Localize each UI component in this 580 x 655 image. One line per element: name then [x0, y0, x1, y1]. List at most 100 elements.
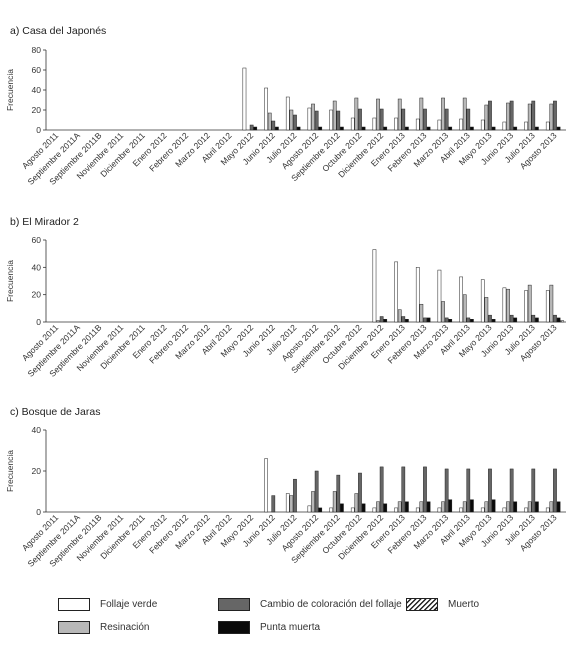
bar-punta-muerta — [535, 317, 539, 323]
bar-follaje-verde — [437, 507, 442, 513]
bar-cambio-coloracion — [444, 317, 449, 323]
bar-cambio-coloracion — [401, 466, 406, 513]
bar-resinacion — [462, 97, 467, 131]
bar-resinacion — [527, 501, 532, 513]
bar-follaje-verde — [329, 109, 333, 131]
bar-punta-muerta — [448, 499, 453, 513]
bar-cambio-coloracion — [509, 314, 514, 323]
bar-cambio-coloracion — [249, 124, 254, 131]
bar-resinacion — [354, 97, 359, 131]
bar-punta-muerta — [361, 503, 366, 513]
bar-follaje-verde — [545, 290, 550, 323]
bar-follaje-verde — [372, 249, 377, 323]
bar-follaje-verde — [437, 119, 442, 131]
y-axis-label: Frecuencia — [5, 260, 15, 302]
panel-title: c) Bosque de Jaras — [10, 406, 100, 418]
bar-punta-muerta — [513, 126, 518, 131]
bar-follaje-verde — [394, 261, 398, 323]
bar-follaje-verde — [502, 287, 507, 323]
legend-label: Cambio de coloración del follaje — [260, 599, 402, 610]
bar-follaje-verde — [350, 117, 355, 131]
y-tick-label: 80 — [32, 45, 42, 55]
bar-follaje-verde — [329, 507, 333, 513]
bar-follaje-verde — [242, 67, 247, 131]
bar-resinacion — [376, 320, 380, 323]
bar-punta-muerta — [361, 126, 366, 131]
bar-punta-muerta — [340, 126, 344, 131]
bar-follaje-verde — [480, 119, 485, 131]
bar-resinacion — [419, 303, 424, 323]
bar-resinacion — [527, 103, 532, 131]
bar-punta-muerta — [491, 126, 496, 131]
bar-punta-muerta — [318, 507, 323, 513]
bar-resinacion — [332, 100, 337, 131]
y-tick-label: 40 — [32, 425, 42, 435]
bar-punta-muerta — [491, 499, 496, 513]
bar-cambio-coloracion — [553, 468, 557, 513]
bar-cambio-coloracion — [423, 317, 427, 323]
bar-follaje-verde — [372, 507, 377, 513]
y-tick-label: 0 — [36, 317, 41, 327]
y-axis-label: Frecuencia — [5, 69, 15, 111]
bar-resinacion — [311, 491, 315, 513]
chart-figure: a) Casa del Japonés020406080FrecuenciaAg… — [5, 25, 566, 569]
bar-resinacion — [289, 109, 294, 131]
bar-follaje-verde — [502, 121, 507, 131]
bar-punta-muerta — [491, 319, 496, 323]
bar-resinacion — [484, 501, 489, 513]
bar-punta-muerta — [383, 126, 388, 131]
bar-punta-muerta — [556, 501, 561, 513]
bar-follaje-verde — [459, 276, 463, 323]
bar-cambio-coloracion — [314, 110, 319, 131]
bar-follaje-verde — [502, 507, 507, 513]
y-axis-label: Frecuencia — [5, 450, 15, 492]
bar-follaje-verde — [524, 507, 528, 513]
bar-resinacion — [354, 493, 359, 513]
y-tick-label: 20 — [32, 105, 42, 115]
bar-follaje-verde — [394, 507, 398, 513]
bar-cambio-coloracion — [271, 495, 276, 513]
bar-follaje-verde — [264, 87, 268, 131]
bar-punta-muerta — [318, 126, 323, 131]
bar-cambio-coloracion — [466, 317, 471, 323]
bar-cambio-coloracion — [336, 110, 341, 131]
bar-follaje-verde — [307, 505, 312, 513]
bar-punta-muerta — [556, 126, 561, 131]
bar-follaje-verde — [524, 290, 528, 323]
panel-title: b) El Mirador 2 — [10, 216, 79, 228]
bar-resinacion — [311, 103, 315, 131]
legend-label: Punta muerta — [260, 622, 321, 633]
bar-resinacion — [419, 97, 424, 131]
bar-resinacion — [506, 501, 510, 513]
bar-resinacion — [376, 501, 380, 513]
bar-follaje-verde — [307, 107, 312, 131]
bar-resinacion — [549, 103, 554, 131]
bar-follaje-verde — [437, 269, 442, 323]
bar-follaje-verde — [372, 117, 377, 131]
bar-cambio-coloracion — [531, 314, 536, 323]
bar-resinacion — [397, 98, 402, 131]
bar-cambio-coloracion — [379, 108, 384, 131]
bar-cambio-coloracion — [509, 100, 514, 131]
bar-resinacion — [397, 309, 402, 323]
bar-cambio-coloracion — [444, 108, 449, 131]
bar-cambio-coloracion — [531, 100, 536, 131]
y-tick-label: 40 — [32, 85, 42, 95]
bar-resinacion — [289, 495, 294, 513]
bar-cambio-coloracion — [293, 114, 297, 131]
y-tick-label: 40 — [32, 262, 42, 272]
bar-cambio-coloracion — [466, 468, 471, 513]
bar-follaje-verde — [480, 507, 485, 513]
bar-cambio-coloracion — [444, 468, 449, 513]
bar-cambio-coloracion — [423, 108, 427, 131]
bar-resinacion — [506, 102, 510, 131]
legend-swatch-light-gray — [58, 621, 90, 634]
bar-punta-muerta — [383, 319, 388, 323]
bar-cambio-coloracion — [379, 316, 384, 323]
bar-punta-muerta — [296, 126, 301, 131]
bar-follaje-verde — [264, 458, 268, 513]
bar-punta-muerta — [513, 317, 518, 323]
legend-label: Follaje verde — [100, 599, 158, 610]
bar-follaje-verde — [459, 118, 463, 131]
bar-muerto — [560, 320, 565, 323]
